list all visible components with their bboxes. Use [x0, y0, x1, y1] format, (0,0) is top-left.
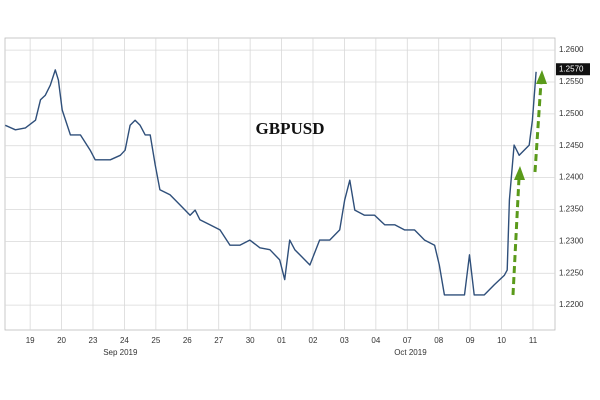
last-price-box [556, 63, 590, 76]
y-tick-label: 1.2250 [559, 268, 584, 277]
x-tick-label: 09 [466, 336, 475, 345]
x-tick-label: 03 [340, 336, 349, 345]
x-tick-label: 02 [309, 336, 318, 345]
arrow [533, 81, 543, 173]
x-tick-label: 24 [120, 336, 129, 345]
x-tick-label: 25 [151, 336, 160, 345]
y-tick-label: 1.2550 [559, 77, 584, 86]
month-label: Sep 2019 [103, 348, 138, 357]
y-tick-label: 1.2350 [559, 205, 584, 214]
x-tick-label: 19 [26, 336, 35, 345]
price-line [5, 69, 537, 296]
arrow-head [514, 166, 525, 180]
last-price-label: 1.2570 [559, 64, 584, 73]
x-tick-label: 10 [497, 336, 506, 345]
x-tick-label: 27 [214, 336, 223, 345]
x-tick-label: 26 [183, 336, 192, 345]
chart-title: GBPUSD [256, 119, 325, 138]
arrows [511, 70, 547, 296]
grid [5, 38, 555, 330]
y-tick-label: 1.2500 [559, 109, 584, 118]
y-tick-label: 1.2300 [559, 236, 584, 245]
x-tick-label: 23 [89, 336, 98, 345]
x-tick-label: 11 [529, 336, 538, 345]
arrow-head [536, 70, 547, 84]
arrow [511, 177, 521, 296]
x-tick-label: 07 [403, 336, 412, 345]
month-label: Oct 2019 [394, 348, 427, 357]
x-tick-label: 01 [277, 336, 286, 345]
y-tick-label: 1.2200 [559, 300, 584, 309]
y-tick-label: 1.2450 [559, 141, 584, 150]
marks [5, 69, 537, 296]
x-tick-label: 08 [434, 336, 443, 345]
x-tick-label: 20 [57, 336, 66, 345]
x-tick-label: 04 [371, 336, 380, 345]
y-tick-label: 1.2600 [559, 45, 584, 54]
plot-area [4, 37, 556, 331]
y-tick-label: 1.2400 [559, 173, 584, 182]
x-tick-label: 30 [246, 336, 255, 345]
